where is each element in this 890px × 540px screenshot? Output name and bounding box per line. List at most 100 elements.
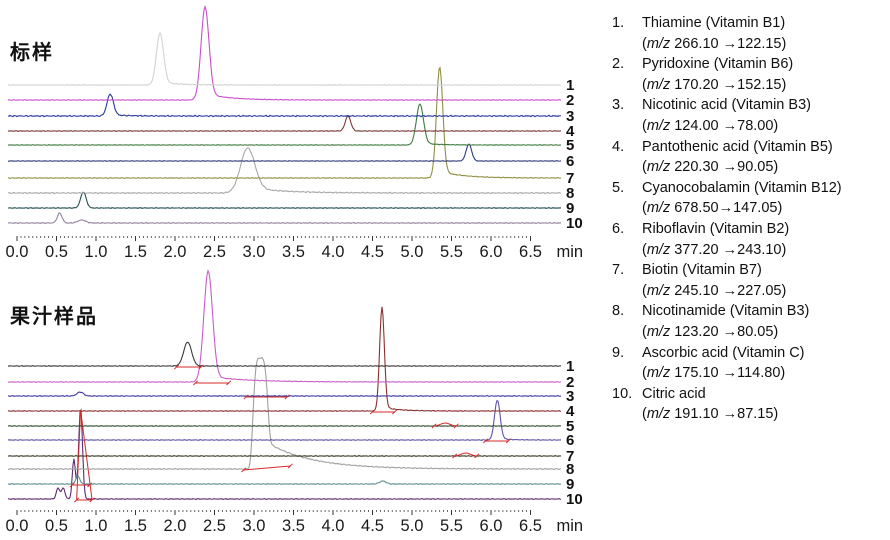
axis-tick-label: 2.0: [164, 243, 187, 261]
trace-number-2: 2: [566, 92, 574, 109]
legend-item-number: 9.: [612, 344, 625, 361]
legend-item: 7. Biotin (Vitamin B7) (m/z 245.10 →227.05…: [612, 260, 884, 301]
trace-number-8: 8: [566, 185, 574, 202]
integration-mark: [74, 497, 95, 503]
trace-standards-6: [7, 143, 562, 162]
legend-compound-name: Ascorbic acid (Vitamin C): [642, 344, 805, 361]
integration-mark: [241, 463, 293, 473]
integration-tick: [174, 364, 180, 370]
integration-mark: [192, 380, 232, 386]
trace-standards-7: [7, 66, 562, 180]
trace-standards-3: [7, 93, 562, 118]
axis-tick-label: 4.0: [322, 517, 345, 535]
trace-standards-4: [7, 115, 562, 133]
legend-compound-name: Biotin (Vitamin B7): [642, 262, 762, 279]
axis-unit-label: min: [557, 243, 584, 261]
legend-mz-transition: (m/z 678.50→147.05): [642, 200, 783, 217]
legend-mz-transition: (m/z 124.00 →78.00): [642, 117, 779, 134]
integration-tick: [369, 409, 376, 415]
legend-item: 9. Ascorbic acid (Vitamin C) (m/z 175.10 →…: [612, 343, 884, 384]
standards-panel-title: 标样: [10, 42, 54, 64]
trace-juice-sample-8: [7, 356, 562, 471]
x-axis: 0.0 0.5 1.0 1.5 2.0 2.5 3.0 3.5 4.0 4.5 5.0 5.5 6.0 6…: [6, 510, 583, 535]
integration-mark: [69, 482, 93, 488]
panel-standards: 0.0 0.5 1.0 1.5 2.0 2.5 3.0 3.5 4.0 4.5 5.0 5.5 6.0 6…: [6, 4, 584, 261]
legend-compound-name: Riboflavin (Vitamin B2): [642, 220, 790, 237]
compound-legend: 1. Thiamine (Vitamin B1) (m/z 266.10 →122.…: [612, 13, 884, 425]
integration-tick: [241, 467, 247, 473]
integration-tick: [474, 453, 480, 459]
legend-item: 6. Riboflavin (Vitamin B2) (m/z 377.20 →24…: [612, 219, 884, 260]
trace-juice-sample-4: [7, 306, 562, 413]
integration-mark: [243, 394, 290, 400]
legend-compound-name: Nicotinamide (Vitamin B3): [642, 303, 810, 320]
trace-number-6: 6: [566, 153, 574, 170]
trace-number-10: 10: [566, 491, 583, 508]
integration-tick: [198, 364, 204, 370]
trace-number-1: 1: [566, 358, 574, 375]
panel-juice-sample: 0.0 0.5 1.0 1.5 2.0 2.5 3.0 3.5 4.0 4.5 5.0 5.5 6.0 6…: [6, 269, 583, 535]
integration-tick: [87, 482, 93, 488]
trace-number-10: 10: [566, 215, 583, 232]
integration-tick: [453, 423, 459, 429]
integration-mark: [369, 409, 398, 415]
integration-tick: [505, 438, 511, 444]
axis-tick-label: 3.0: [243, 243, 266, 261]
integration-mark: [482, 438, 511, 444]
legend-item-number: 10.: [612, 385, 633, 402]
legend-compound-name: Nicotinic acid (Vitamin B3): [642, 97, 811, 114]
axis-tick-label: 0.5: [45, 243, 68, 261]
axis-tick-label: 6.0: [480, 243, 503, 261]
axis-tick-label: 1.5: [124, 243, 147, 261]
trace-standards-2: [7, 4, 562, 102]
trace-standards-10: [7, 212, 562, 225]
axis-tick-label: 2.5: [203, 243, 226, 261]
legend-compound-name: Citric acid: [642, 385, 706, 402]
integration-tick: [69, 482, 75, 488]
trace-standards-8: [7, 147, 562, 195]
legend-item-number: 8.: [612, 303, 625, 320]
legend-item-number: 2.: [612, 56, 625, 73]
trace-number-9: 9: [566, 200, 574, 217]
trace-number-2: 2: [566, 374, 574, 391]
axis-tick-label: 6.5: [519, 243, 542, 261]
trace-juice-sample-9: [7, 474, 562, 486]
legend-item: 5. Cyanocobalamin (Vitamin B12) (m/z 678.5…: [612, 178, 884, 219]
trace-number-3: 3: [566, 108, 574, 125]
trace-juice-sample-1: [7, 341, 562, 368]
legend-mz-transition: (m/z 123.20 →80.05): [642, 323, 779, 340]
legend-mz-transition: (m/z 175.10 →114.80): [642, 365, 786, 382]
trace-number-3: 3: [566, 388, 574, 405]
integration-tick: [482, 438, 489, 444]
legend-mz-transition: (m/z 377.20 →243.10): [642, 241, 787, 258]
legend-compound-name: Thiamine (Vitamin B1): [642, 15, 786, 31]
integration-mark: [76, 409, 93, 501]
axis-tick-label: 1.0: [85, 243, 108, 261]
trace-juice-sample-7: [7, 454, 562, 458]
legend-item: 4. Pantothenic acid (Vitamin B5) (m/z 220.…: [612, 137, 884, 178]
trace-juice-sample-2: [7, 269, 562, 383]
axis-tick-label: 0.0: [6, 517, 29, 535]
trace-juice-sample-6: [7, 399, 562, 442]
trace-juice-sample-10: [7, 408, 562, 501]
integration-tick: [284, 394, 290, 400]
legend-mz-transition: (m/z 220.30 →90.05): [642, 159, 779, 176]
legend-item-number: 7.: [612, 262, 625, 279]
legend-item-number: 4.: [612, 138, 625, 155]
trace-number-5: 5: [566, 418, 574, 435]
integration-tick: [452, 453, 458, 459]
axis-tick-label: 0.0: [6, 243, 29, 261]
trace-number-4: 4: [566, 403, 575, 420]
axis-tick-label: 5.0: [401, 243, 424, 261]
axis-tick-label: 6.0: [480, 517, 503, 535]
axis-tick-label: 4.0: [322, 243, 345, 261]
integration-tick: [431, 423, 437, 429]
axis-tick-label: 4.5: [361, 243, 384, 261]
legend-item-number: 1.: [612, 15, 625, 31]
legend-compound-name: Pyridoxine (Vitamin B6): [642, 56, 794, 73]
axis-tick-label: 4.5: [361, 517, 384, 535]
axis-tick-label: 3.5: [282, 517, 305, 535]
axis-tick-label: 6.5: [519, 517, 542, 535]
trace-number-8: 8: [566, 461, 574, 478]
